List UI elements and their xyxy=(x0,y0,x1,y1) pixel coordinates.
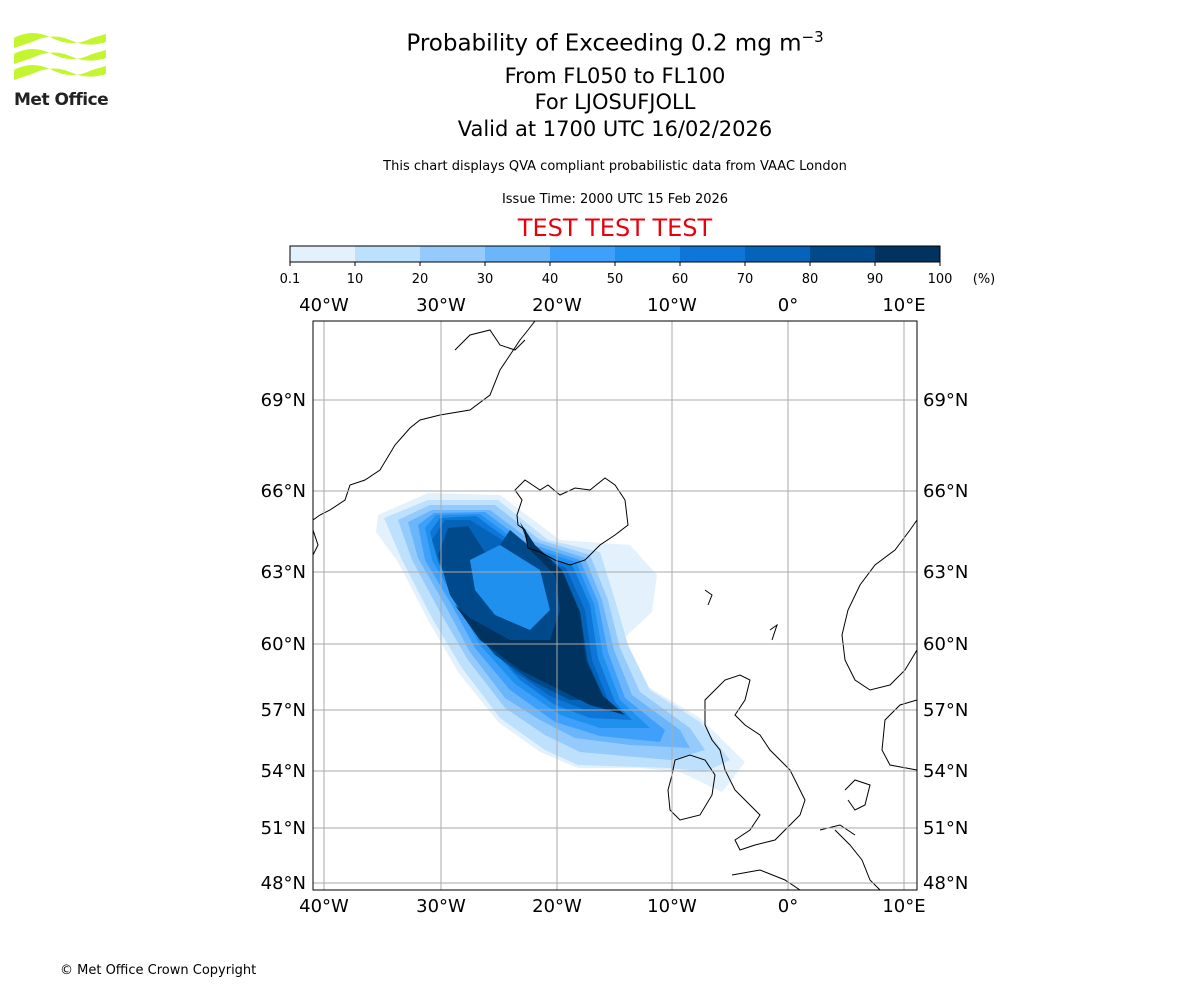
lat-label-left: 57°N xyxy=(261,700,306,721)
lon-label-bottom: 30°W xyxy=(416,896,466,917)
test-banner: TEST TEST TEST xyxy=(517,214,713,242)
lat-label-left: 51°N xyxy=(261,818,306,839)
colorbar-swatch xyxy=(550,246,616,262)
flight-levels: From FL050 to FL100 xyxy=(504,64,726,88)
lon-label-top: 30°W xyxy=(416,295,466,316)
lat-label-left: 54°N xyxy=(261,761,306,782)
colorbar-swatch xyxy=(615,246,681,262)
logo-text: Met Office xyxy=(14,90,109,110)
lon-label-top: 40°W xyxy=(299,295,349,316)
lat-label-left: 48°N xyxy=(261,873,306,894)
coast-ireland xyxy=(667,754,716,821)
colorbar-swatch xyxy=(485,246,551,262)
lon-label-top: 0° xyxy=(778,295,798,316)
coast-denmark xyxy=(844,779,871,811)
coast-iceland xyxy=(514,477,629,566)
coast-baltic xyxy=(881,699,917,771)
met-office-logo xyxy=(12,30,108,94)
lat-label-right: 57°N xyxy=(923,700,968,721)
map-area xyxy=(313,321,917,890)
lon-label-top: 10°W xyxy=(647,295,697,316)
plume-core-light xyxy=(470,545,550,630)
lat-label-left: 60°N xyxy=(261,634,306,655)
colorbar-swatch xyxy=(810,246,876,262)
coast-greenland xyxy=(313,321,536,521)
colorbar-tick-label: 30 xyxy=(477,272,494,287)
coast-shetland xyxy=(769,623,778,641)
title-unit-exponent: −3 xyxy=(801,28,824,46)
coast-france xyxy=(731,824,856,890)
colorbar-swatch xyxy=(355,246,421,262)
coast-scotland xyxy=(704,674,806,851)
lat-label-left: 63°N xyxy=(261,562,306,583)
lon-label-bottom: 20°W xyxy=(532,896,582,917)
colorbar-swatch xyxy=(745,246,811,262)
lon-label-top: 20°W xyxy=(532,295,582,316)
lat-label-right: 54°N xyxy=(923,761,968,782)
colorbar-swatch xyxy=(420,246,486,262)
title-main: Probability of Exceeding 0.2 mg m xyxy=(406,30,802,57)
valid-time: Valid at 1700 UTC 16/02/2026 xyxy=(457,117,773,141)
coast-greenland-north xyxy=(313,329,526,556)
issue-time: Issue Time: 2000 UTC 15 Feb 2026 xyxy=(501,192,729,207)
plume-band-9 xyxy=(455,522,625,715)
lat-label-left: 66°N xyxy=(261,481,306,502)
lon-label-top: 10°E xyxy=(882,295,925,316)
colorbar-tick-label: 0.1 xyxy=(280,272,301,287)
colorbar-tick-label: 50 xyxy=(607,272,624,287)
colorbar-swatch xyxy=(875,246,941,262)
coast-faroes xyxy=(704,589,713,606)
axis-labels: 40°W 40°W 30°W 30°W 20°W 20°W 10°W 10°W 0° 0° 10°E… xyxy=(261,295,969,917)
colorbar-swatch xyxy=(680,246,746,262)
lon-label-bottom: 40°W xyxy=(299,896,349,917)
colorbar-swatch xyxy=(290,246,356,262)
gridlines xyxy=(313,321,917,890)
colorbar-tick-label: 100 xyxy=(928,272,953,287)
lon-label-bottom: 10°E xyxy=(882,896,925,917)
volcano-name: For LJOSUFJOLL xyxy=(534,90,696,114)
lat-label-right: 69°N xyxy=(923,390,968,411)
coast-norway xyxy=(841,519,917,691)
colorbar: 0.1 10 20 30 40 50 60 70 80 90 100 (%) xyxy=(280,245,996,287)
copyright: © Met Office Crown Copyright xyxy=(60,963,257,978)
colorbar-tick-label: 90 xyxy=(867,272,884,287)
colorbar-tick-label: 40 xyxy=(542,272,559,287)
colorbar-tick-label: 70 xyxy=(737,272,754,287)
lat-label-left: 69°N xyxy=(261,390,306,411)
colorbar-tick-label: 80 xyxy=(802,272,819,287)
lat-label-right: 66°N xyxy=(923,481,968,502)
lon-label-bottom: 10°W xyxy=(647,896,697,917)
lat-label-right: 63°N xyxy=(923,562,968,583)
lat-label-right: 48°N xyxy=(923,873,968,894)
colorbar-unit: (%) xyxy=(973,272,996,287)
colorbar-tick-label: 10 xyxy=(347,272,364,287)
ash-plume xyxy=(376,493,745,792)
chart-title: Probability of Exceeding 0.2 mg m−3 xyxy=(0,28,1200,57)
lon-label-bottom: 0° xyxy=(778,896,798,917)
coast-netherlands xyxy=(834,829,881,890)
subtitle: This chart displays QVA compliant probab… xyxy=(383,159,847,174)
map-frame xyxy=(312,320,918,891)
lat-label-right: 51°N xyxy=(923,818,968,839)
lat-label-right: 60°N xyxy=(923,634,968,655)
colorbar-tick-label: 60 xyxy=(672,272,689,287)
colorbar-tick-label: 20 xyxy=(412,272,429,287)
